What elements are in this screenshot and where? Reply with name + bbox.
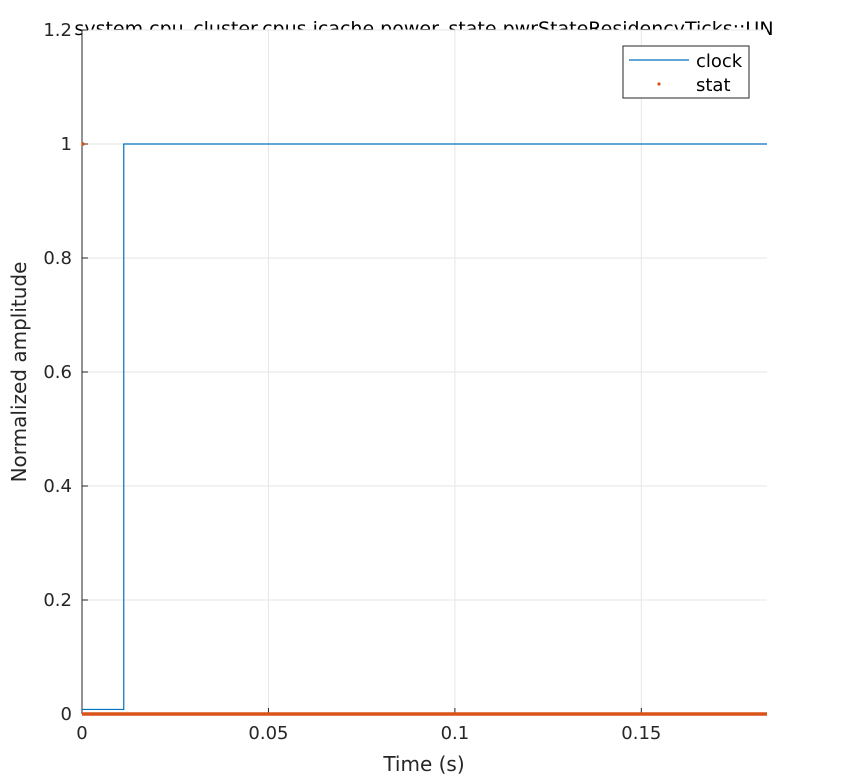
- y-tick-labels: 0 0.2 0.4 0.6 0.8 1 1.2: [43, 20, 72, 725]
- series-clock-line: [82, 143, 767, 711]
- y-axis-label: Normalized amplitude: [7, 262, 31, 483]
- legend-box: [622, 45, 750, 99]
- x-axis-label: Time (s): [382, 752, 464, 776]
- x-tick-label: 0.05: [248, 723, 288, 744]
- legend: clock stat: [622, 45, 750, 99]
- x-tick-label: 0.1: [441, 723, 470, 744]
- y-tick-label: 0.4: [43, 476, 72, 497]
- y-tick-label: 0.2: [43, 590, 72, 611]
- y-tick-label: 0: [61, 704, 72, 725]
- series-layer: [81, 142, 767, 716]
- y-tick-label: 1.2: [43, 20, 72, 41]
- y-tick-label: 1: [61, 134, 72, 155]
- legend-stat-swatch: [657, 82, 661, 86]
- y-tick-label: 0.6: [43, 362, 72, 383]
- legend-clock-label: clock: [696, 51, 743, 72]
- x-tick-label: 0.15: [621, 723, 661, 744]
- x-tick-labels: 0 0.05 0.1 0.15: [76, 723, 661, 744]
- y-tick-label: 0.8: [43, 248, 72, 269]
- series-stat-point: [81, 142, 85, 146]
- x-tick-label: 0: [76, 723, 87, 744]
- legend-stat-label: stat: [696, 75, 731, 96]
